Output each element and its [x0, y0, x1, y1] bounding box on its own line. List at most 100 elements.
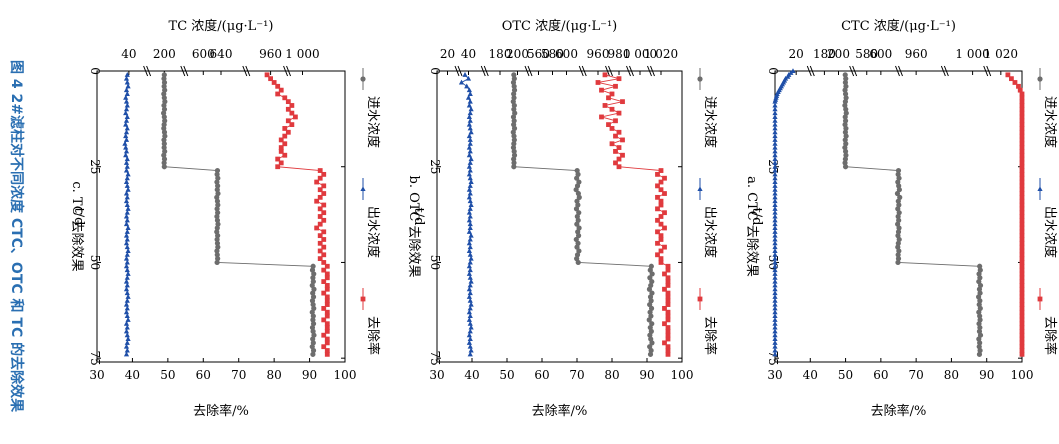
data-point: [646, 286, 653, 292]
data-point: [772, 244, 778, 250]
data-point: [895, 252, 901, 258]
data-point: [467, 274, 473, 280]
data-point: [321, 217, 327, 223]
data-point: [1019, 152, 1025, 158]
data-point: [665, 294, 671, 300]
data-point: [1019, 283, 1025, 288]
data-point: [772, 343, 778, 349]
data-point: [124, 229, 130, 234]
conc-tick-label: 1 000: [285, 47, 319, 61]
data-point: [1019, 106, 1025, 112]
data-point: [466, 121, 472, 127]
data-point: [772, 133, 778, 139]
time-tick-label: 75: [428, 351, 442, 366]
data-point: [321, 202, 327, 208]
data-point: [772, 240, 778, 246]
data-point: [772, 225, 778, 230]
data-point: [321, 171, 327, 177]
data-point: [321, 279, 327, 284]
data-point: [1005, 72, 1011, 78]
conc-tick-label: 600: [869, 47, 892, 61]
series-effluent: [458, 72, 474, 357]
data-point: [324, 313, 330, 319]
data-point: [613, 149, 618, 154]
data-point: [620, 99, 625, 105]
data-point: [123, 98, 130, 104]
data-point: [772, 217, 778, 223]
data-point: [658, 198, 664, 204]
data-point: [282, 141, 288, 147]
data-point: [665, 309, 671, 315]
data-point: [1019, 206, 1025, 212]
time-tick-label: 0: [88, 67, 102, 75]
data-point: [665, 325, 671, 330]
data-point: [772, 156, 778, 162]
data-point: [772, 148, 778, 154]
data-point: [976, 286, 983, 292]
data-point: [314, 198, 320, 204]
axis-break-mark: [454, 65, 463, 77]
data-point: [895, 259, 901, 266]
data-point: [317, 233, 323, 239]
data-point: [1019, 149, 1025, 154]
data-point: [466, 152, 472, 158]
data-point: [317, 175, 323, 181]
data-point: [772, 328, 778, 334]
data-point: [1019, 294, 1025, 300]
axis-break-mark: [242, 65, 251, 77]
data-point: [282, 126, 288, 131]
data-point: [467, 167, 473, 173]
data-point: [772, 248, 778, 253]
data-point: [1019, 156, 1025, 162]
data-point: [772, 274, 778, 280]
data-point: [606, 122, 611, 128]
removal-axis-title: 去除率/%: [532, 403, 588, 419]
data-point: [655, 240, 660, 246]
axis-break-mark: [480, 65, 489, 77]
conc-tick-label: 180: [813, 47, 836, 61]
data-point: [1009, 76, 1014, 82]
data-point: [314, 179, 320, 185]
data-point: [468, 232, 474, 238]
data-point: [772, 229, 778, 234]
data-point: [468, 324, 474, 330]
data-point: [123, 129, 130, 135]
data-point: [123, 95, 129, 100]
legend-marker: [1037, 186, 1043, 191]
data-point: [214, 198, 221, 204]
data-point: [602, 103, 608, 108]
data-point: [324, 298, 330, 304]
data-point: [310, 317, 316, 323]
data-point: [124, 175, 130, 181]
time-tick-label: 25: [428, 159, 442, 174]
legend-label: 进水浓度: [702, 96, 718, 148]
data-point: [321, 344, 327, 350]
data-point: [595, 80, 601, 85]
plot-frame: [96, 70, 346, 363]
data-point: [310, 347, 317, 354]
data-point: [324, 302, 330, 307]
data-point: [124, 72, 130, 77]
data-point: [896, 187, 902, 193]
data-point: [1019, 210, 1025, 216]
data-point: [772, 267, 778, 273]
data-point: [161, 72, 167, 78]
removal-tick-label: 80: [944, 368, 959, 382]
data-point: [1019, 160, 1025, 166]
data-point: [1019, 351, 1025, 357]
data-point: [467, 313, 473, 319]
data-point: [466, 294, 472, 299]
data-point: [772, 137, 778, 142]
data-point: [772, 294, 778, 299]
removal-tick-label: 30: [429, 368, 444, 382]
data-point: [466, 163, 472, 169]
data-point: [123, 221, 130, 227]
data-point: [1019, 348, 1025, 353]
data-point: [123, 152, 129, 158]
data-point: [511, 148, 517, 155]
removal-tick-label: 60: [873, 368, 888, 382]
data-point: [321, 237, 327, 242]
data-point: [609, 91, 615, 97]
data-point: [124, 332, 130, 338]
axis-break-mark: [806, 65, 815, 77]
